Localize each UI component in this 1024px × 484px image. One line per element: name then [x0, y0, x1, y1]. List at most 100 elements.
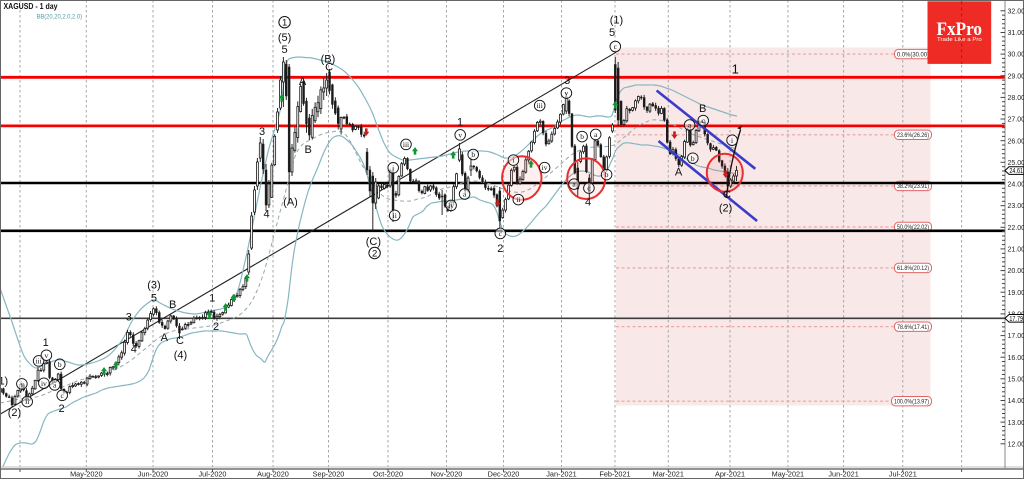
- svg-text:(A): (A): [283, 197, 298, 209]
- svg-text:(5): (5): [278, 32, 291, 44]
- svg-text:Jun-2021: Jun-2021: [828, 469, 858, 478]
- svg-text:(1): (1): [0, 375, 8, 387]
- svg-text:b: b: [471, 150, 475, 159]
- svg-text:26.00: 26.00: [1008, 138, 1024, 145]
- svg-text:(1): (1): [610, 14, 623, 26]
- svg-text:3: 3: [126, 311, 132, 323]
- svg-text:(4): (4): [174, 350, 187, 362]
- svg-text:14.00: 14.00: [1008, 398, 1024, 405]
- svg-text:78.6%(17.41): 78.6%(17.41): [897, 324, 929, 331]
- svg-text:Jun-2020: Jun-2020: [138, 469, 168, 478]
- svg-text:32.00: 32.00: [1008, 8, 1024, 15]
- svg-text:1: 1: [732, 62, 739, 77]
- svg-text:iii: iii: [35, 357, 41, 366]
- svg-text:17.00: 17.00: [1008, 333, 1024, 340]
- svg-text:Dec-2020: Dec-2020: [488, 469, 520, 478]
- svg-text:2: 2: [213, 321, 219, 333]
- svg-text:61.8%(20.12): 61.8%(20.12): [897, 265, 929, 272]
- svg-text:Trade Like a Pro: Trade Like a Pro: [937, 37, 983, 43]
- svg-text:Sep-2020: Sep-2020: [313, 469, 345, 478]
- svg-text:i: i: [392, 163, 394, 172]
- svg-text:20.00: 20.00: [1008, 268, 1024, 275]
- svg-text:BB(20,20,2.0,2.0): BB(20,20,2.0,2.0): [37, 13, 83, 20]
- svg-text:b: b: [580, 132, 584, 141]
- svg-text:Aug-2020: Aug-2020: [257, 469, 289, 478]
- svg-text:ii: ii: [25, 397, 29, 406]
- svg-text:iv: iv: [41, 379, 47, 388]
- svg-text:Apr-2021: Apr-2021: [715, 469, 745, 478]
- svg-text:iv: iv: [448, 201, 454, 210]
- svg-text:b: b: [605, 170, 609, 179]
- svg-text:Jul-2021: Jul-2021: [889, 469, 917, 478]
- svg-text:13.00: 13.00: [1008, 420, 1024, 427]
- svg-text:5: 5: [282, 44, 288, 56]
- svg-text:31.00: 31.00: [1008, 30, 1024, 37]
- svg-text:28.00: 28.00: [1008, 95, 1024, 102]
- svg-text:24.61: 24.61: [1009, 168, 1023, 175]
- svg-text:15.00: 15.00: [1008, 376, 1024, 383]
- svg-text:Oct-2020: Oct-2020: [373, 469, 403, 478]
- svg-text:XAGUSD - 1 day: XAGUSD - 1 day: [4, 2, 58, 11]
- svg-text:1: 1: [43, 337, 49, 349]
- svg-text:23.00: 23.00: [1008, 203, 1024, 210]
- svg-text:iv: iv: [542, 163, 548, 172]
- svg-text:Jan-2021: Jan-2021: [546, 469, 576, 478]
- svg-text:b: b: [691, 154, 695, 163]
- svg-text:C: C: [723, 189, 731, 201]
- svg-text:4: 4: [131, 343, 137, 355]
- svg-text:v: v: [45, 351, 49, 360]
- svg-text:0.0%(30.00): 0.0%(30.00): [897, 51, 929, 58]
- svg-text:b: b: [58, 360, 62, 369]
- svg-text:Jul-2020: Jul-2020: [199, 469, 227, 478]
- svg-text:21.00: 21.00: [1008, 247, 1024, 254]
- svg-text:B: B: [305, 144, 312, 156]
- svg-text:(B): (B): [321, 54, 336, 66]
- svg-text:C: C: [176, 335, 184, 347]
- svg-text:4: 4: [264, 208, 270, 220]
- svg-text:(3): (3): [147, 279, 160, 291]
- svg-text:1: 1: [282, 18, 287, 29]
- svg-text:3: 3: [564, 75, 570, 87]
- svg-text:3: 3: [259, 126, 265, 138]
- svg-text:30.00: 30.00: [1008, 52, 1024, 59]
- svg-text:(2): (2): [719, 203, 732, 215]
- svg-text:Mar-2021: Mar-2021: [653, 469, 684, 478]
- svg-text:4: 4: [585, 197, 591, 209]
- svg-text:19.00: 19.00: [1008, 290, 1024, 297]
- svg-text:2: 2: [497, 243, 503, 255]
- svg-text:v: v: [458, 131, 462, 140]
- svg-text:29.00: 29.00: [1008, 73, 1024, 80]
- svg-text:12.00: 12.00: [1008, 441, 1024, 448]
- svg-text:25.00: 25.00: [1008, 160, 1024, 167]
- svg-text:ii: ii: [516, 195, 520, 204]
- svg-text:23.6%(26.26): 23.6%(26.26): [897, 132, 929, 139]
- svg-text:1: 1: [457, 116, 463, 128]
- svg-text:17.79: 17.79: [1009, 316, 1023, 323]
- svg-text:22.00: 22.00: [1008, 225, 1024, 232]
- svg-text:A: A: [161, 332, 169, 344]
- svg-text:24.00: 24.00: [1008, 182, 1024, 189]
- svg-text:A: A: [675, 167, 683, 179]
- svg-text:16.00: 16.00: [1008, 355, 1024, 362]
- svg-text:2: 2: [372, 248, 377, 259]
- svg-text:i: i: [731, 136, 733, 145]
- svg-text:Feb-2021: Feb-2021: [599, 469, 630, 478]
- svg-text:Nov-2020: Nov-2020: [431, 469, 463, 478]
- svg-text:5: 5: [609, 27, 615, 39]
- svg-text:A: A: [299, 76, 307, 88]
- svg-text:2: 2: [58, 403, 64, 415]
- svg-text:27.00: 27.00: [1008, 117, 1024, 124]
- svg-text:May-2021: May-2021: [772, 469, 804, 478]
- svg-text:i: i: [512, 156, 514, 165]
- svg-text:(C): (C): [366, 236, 381, 248]
- svg-text:iii: iii: [403, 140, 409, 149]
- svg-text:(2): (2): [8, 407, 21, 419]
- svg-text:ii: ii: [393, 211, 397, 220]
- svg-text:1: 1: [209, 292, 215, 304]
- svg-text:B: B: [169, 299, 176, 311]
- svg-text:B: B: [699, 103, 706, 115]
- svg-text:May-2020: May-2020: [70, 469, 102, 478]
- svg-text:v: v: [565, 89, 569, 98]
- svg-text:i: i: [21, 380, 23, 389]
- svg-text:5: 5: [151, 292, 157, 304]
